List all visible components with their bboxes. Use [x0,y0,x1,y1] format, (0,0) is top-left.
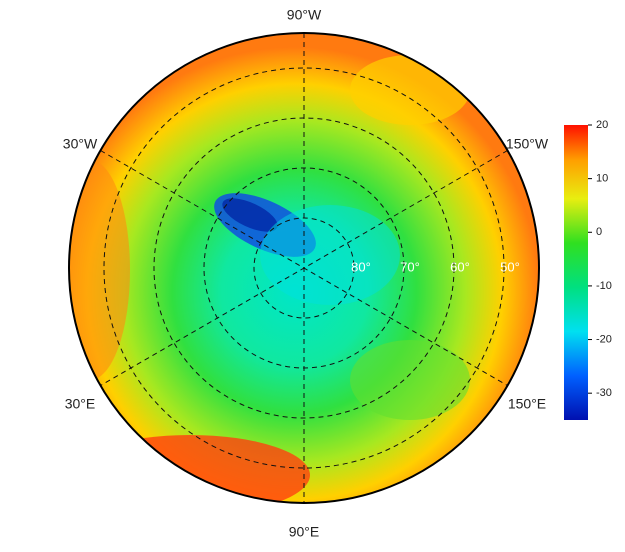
lat-label: 50° [500,259,520,274]
lat-label: 60° [450,259,470,274]
lat-label: 70° [400,259,420,274]
colorbar-tick-label: 0 [596,226,602,238]
colorbar-tick-label: -10 [596,280,612,292]
graticule [100,33,508,503]
lon-label: 90°E [289,524,320,540]
colorbar-tick-label: 10 [596,173,608,185]
lon-label: 150°W [506,136,549,152]
colorbar-tick-label: -30 [596,387,612,399]
colorbar [564,125,588,420]
lon-label: 30°W [63,136,98,152]
colorbar-tick-label: 20 [596,119,608,131]
map-border [68,32,540,504]
lat-label: 80° [351,259,371,274]
lon-label: 150°E [508,396,546,412]
colorbar-tick-label: -20 [596,333,612,345]
lon-label: 90°W [287,7,322,23]
lon-label: 30°E [65,396,96,412]
